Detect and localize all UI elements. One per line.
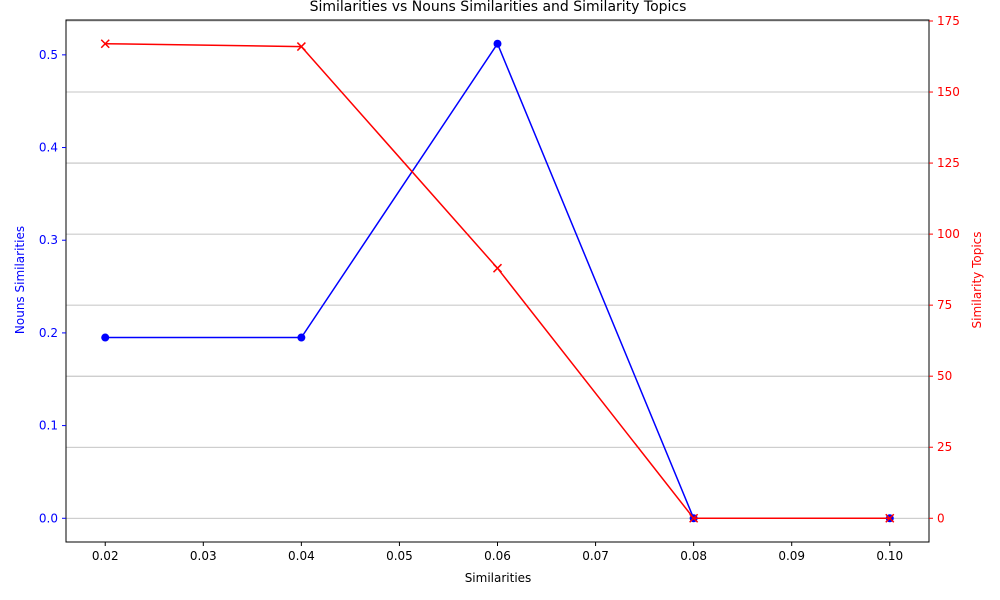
grid-lines	[66, 20, 929, 519]
y-right-tick-label: 125	[937, 156, 960, 170]
y-right-tick-label: 100	[937, 227, 960, 241]
y-left-tick-label: 0.1	[39, 419, 58, 433]
x-tick-label: 0.08	[680, 549, 707, 563]
similarity-topics-point	[100, 39, 110, 49]
y-axis-right-label: Similarity Topics	[970, 232, 984, 329]
y-right-tick-label: 150	[937, 85, 960, 99]
y-left-tick-label: 0.0	[39, 511, 58, 525]
y-left-tick-label: 0.3	[39, 233, 58, 247]
series-layer	[100, 39, 895, 523]
y-right-tick-label: 75	[937, 298, 952, 312]
similarity-topics-point	[296, 42, 306, 52]
x-marker-stroke	[492, 263, 503, 273]
x-marker-stroke	[689, 513, 699, 523]
x-tick-label: 0.04	[288, 549, 315, 563]
x-tick-label: 0.03	[190, 549, 217, 563]
similarity-topics-point	[492, 263, 503, 273]
y-axis-left-label: Nouns Similarities	[13, 226, 27, 334]
x-tick-label: 0.06	[484, 549, 511, 563]
y-left-tick-label: 0.4	[39, 141, 58, 155]
x-tick-label: 0.02	[92, 549, 119, 563]
nouns-similarities-point	[493, 39, 502, 48]
x-tick-label: 0.09	[778, 549, 805, 563]
y-right-tick-label: 175	[937, 14, 960, 28]
x-tick-label: 0.10	[876, 549, 903, 563]
y-left-tick-label: 0.2	[39, 326, 58, 340]
x-tick-label: 0.07	[582, 549, 609, 563]
x-marker-stroke	[296, 42, 306, 52]
x-marker-stroke	[100, 39, 110, 49]
x-tick-label: 0.05	[386, 549, 413, 563]
axes: 0.02 0.03 0.04 0.05 0.06 0.07 0.08 0.09 0.100.00…	[39, 14, 960, 563]
y-left-tick-label: 0.5	[39, 48, 58, 62]
y-right-tick-label: 25	[937, 440, 952, 454]
nouns-similarities-point	[297, 333, 306, 342]
y-right-tick-label: 50	[937, 369, 952, 383]
similarity-topics-point	[885, 513, 895, 523]
chart-title: Similarities vs Nouns Similarities and S…	[310, 0, 687, 15]
x-axis-label: Similarities	[465, 571, 532, 585]
y-right-tick-label: 0	[937, 511, 945, 525]
plot-frame	[65, 19, 930, 543]
x-marker-stroke	[885, 513, 895, 523]
nouns-similarities-point	[101, 333, 110, 342]
similarity-topics-point	[689, 513, 699, 523]
